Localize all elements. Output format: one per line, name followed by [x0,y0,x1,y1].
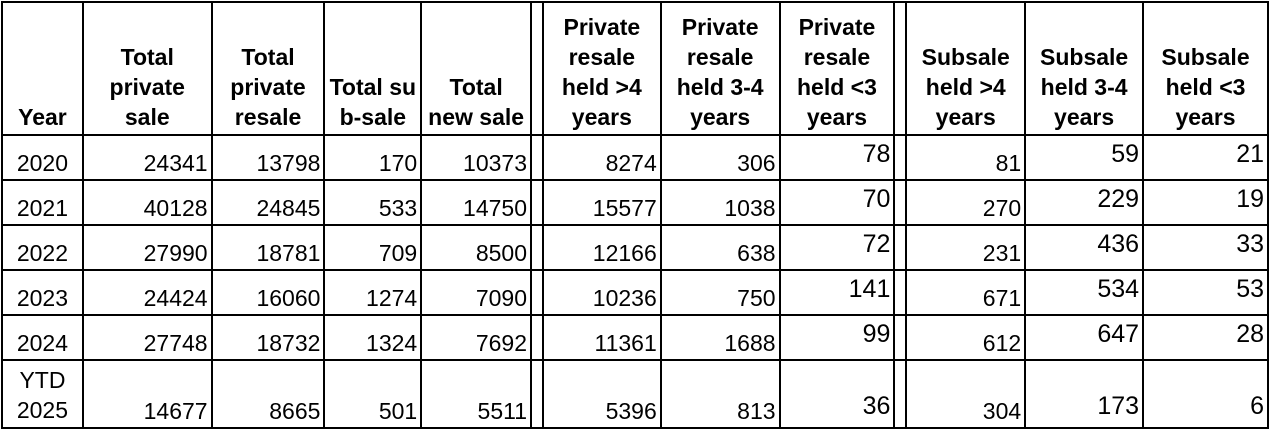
table-row: 2021 40128 24845 533 14750 15577 1038 70… [1,179,1269,226]
column-spacer [530,134,544,181]
column-spacer [893,179,908,226]
cell-subsale-under-3: 6 [1142,359,1269,429]
cell-subsale-over-4: 304 [905,359,1027,429]
table-row: 2024 27748 18732 1324 7692 11361 1688 99… [1,314,1269,361]
cell-subsale-over-4: 81 [905,134,1027,181]
cell-subsale-3-4: 229 [1024,179,1145,226]
cell-private-resale-over-4: 15577 [541,179,662,226]
cell-total-new-sale: 14750 [420,179,532,226]
header-subsale-under-3: Subsale held <3 years [1142,1,1269,136]
column-spacer [530,314,544,361]
cell-total-new-sale: 7090 [420,269,532,316]
table-row: YTD 2025 14677 8665 501 5511 5396 813 36… [1,359,1269,429]
cell-total-private-sale: 24341 [81,134,213,181]
column-spacer [530,359,544,429]
cell-private-resale-under-3: 78 [778,134,896,181]
cell-total-private-sale: 27990 [81,224,213,271]
header-subsale-over-4: Subsale held >4 years [905,1,1027,136]
cell-year: 2021 [1,179,84,226]
header-total-private-sale: Total private sale [81,1,213,136]
header-subsale-3-4: Subsale held 3-4 years [1024,1,1145,136]
cell-total-private-resale: 16060 [210,269,326,316]
cell-total-new-sale: 8500 [420,224,532,271]
cell-private-resale-3-4: 638 [659,224,781,271]
cell-total-private-resale: 18781 [210,224,326,271]
column-spacer [893,269,908,316]
cell-subsale-3-4: 59 [1024,134,1145,181]
cell-subsale-over-4: 270 [905,179,1027,226]
cell-subsale-under-3: 19 [1142,179,1269,226]
header-private-resale-under-3: Private resale held <3 years [778,1,896,136]
column-spacer [893,224,908,271]
cell-total-private-resale: 13798 [210,134,326,181]
column-spacer [893,359,908,429]
cell-total-sub-sale: 1324 [323,314,423,361]
cell-subsale-3-4: 173 [1024,359,1145,429]
cell-subsale-under-3: 28 [1142,314,1269,361]
header-year: Year [1,1,84,136]
cell-year: 2024 [1,314,84,361]
cell-total-private-resale: 24845 [210,179,326,226]
cell-total-new-sale: 7692 [420,314,532,361]
header-total-private-resale: Total private resale [210,1,326,136]
cell-total-sub-sale: 501 [323,359,423,429]
cell-subsale-3-4: 436 [1024,224,1145,271]
cell-private-resale-over-4: 12166 [541,224,662,271]
cell-private-resale-over-4: 11361 [541,314,662,361]
cell-total-sub-sale: 709 [323,224,423,271]
table-row: 2023 24424 16060 1274 7090 10236 750 141… [1,269,1269,316]
cell-private-resale-over-4: 10236 [541,269,662,316]
cell-subsale-over-4: 671 [905,269,1027,316]
column-spacer [893,134,908,181]
header-total-sub-sale: Total sub-sale [323,1,423,136]
cell-private-resale-3-4: 1688 [659,314,781,361]
column-spacer [893,314,908,361]
cell-subsale-under-3: 33 [1142,224,1269,271]
cell-private-resale-3-4: 1038 [659,179,781,226]
header-total-new-sale: Total new sale [420,1,532,136]
cell-total-private-sale: 24424 [81,269,213,316]
cell-total-sub-sale: 533 [323,179,423,226]
cell-year: 2020 [1,134,84,181]
cell-private-resale-under-3: 36 [778,359,896,429]
column-spacer [530,224,544,271]
cell-subsale-3-4: 647 [1024,314,1145,361]
header-private-resale-over-4: Private resale held >4 years [541,1,662,136]
cell-private-resale-3-4: 306 [659,134,781,181]
cell-private-resale-3-4: 813 [659,359,781,429]
table-row: 2020 24341 13798 170 10373 8274 306 78 8… [1,134,1269,181]
cell-private-resale-under-3: 99 [778,314,896,361]
cell-subsale-under-3: 21 [1142,134,1269,181]
cell-year: 2023 [1,269,84,316]
header-private-resale-3-4: Private resale held 3-4 years [659,1,781,136]
cell-private-resale-3-4: 750 [659,269,781,316]
table-row: 2022 27990 18781 709 8500 12166 638 72 2… [1,224,1269,271]
cell-total-private-sale: 27748 [81,314,213,361]
cell-subsale-over-4: 231 [905,224,1027,271]
column-spacer [893,1,908,136]
cell-total-private-resale: 18732 [210,314,326,361]
cell-private-resale-over-4: 8274 [541,134,662,181]
cell-total-sub-sale: 1274 [323,269,423,316]
cell-private-resale-under-3: 70 [778,179,896,226]
cell-total-new-sale: 5511 [420,359,532,429]
cell-subsale-3-4: 534 [1024,269,1145,316]
cell-total-sub-sale: 170 [323,134,423,181]
cell-total-private-sale: 40128 [81,179,213,226]
cell-year: 2022 [1,224,84,271]
header-row: Year Total private sale Total private re… [1,1,1269,136]
cell-year: YTD 2025 [1,359,84,429]
cell-subsale-over-4: 612 [905,314,1027,361]
cell-private-resale-under-3: 141 [778,269,896,316]
cell-private-resale-over-4: 5396 [541,359,662,429]
column-spacer [530,1,544,136]
cell-total-private-resale: 8665 [210,359,326,429]
cell-private-resale-under-3: 72 [778,224,896,271]
cell-total-private-sale: 14677 [81,359,213,429]
column-spacer [530,179,544,226]
cell-total-new-sale: 10373 [420,134,532,181]
column-spacer [530,269,544,316]
cell-subsale-under-3: 53 [1142,269,1269,316]
